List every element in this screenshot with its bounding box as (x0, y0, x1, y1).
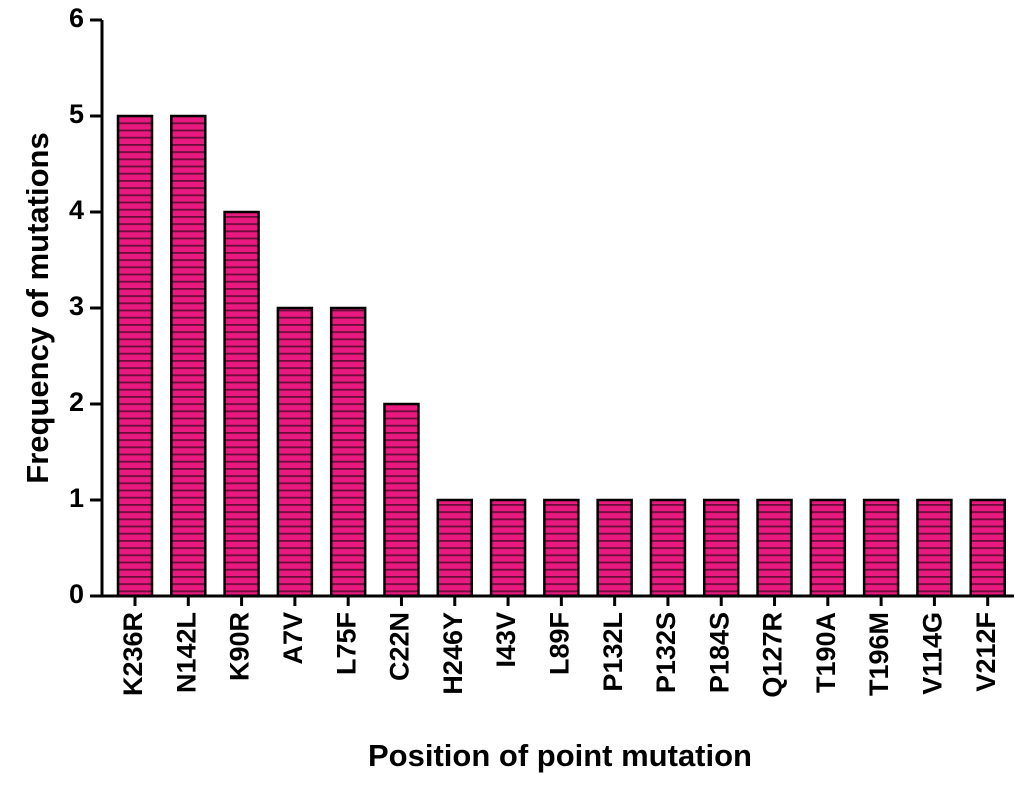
plot-area: 0 1 2 3 4 5 6 K236R N142L K90R A7V L75F C22N H246Y I43… (69, 3, 1014, 698)
x-tick-label: T196M (864, 612, 894, 696)
y-tick-label: 2 (69, 387, 84, 417)
bar (596, 498, 633, 598)
bar (702, 498, 740, 598)
x-tick-label: K236R (118, 612, 148, 696)
bar (276, 306, 314, 598)
y-tick-label: 4 (69, 195, 84, 225)
x-axis-title: Position of point mutation (368, 738, 752, 773)
x-tick-label: H246Y (438, 612, 468, 695)
bar (116, 114, 154, 598)
x-tick-label: V114G (918, 612, 948, 695)
bar (756, 498, 793, 598)
x-tick-label: L89F (544, 612, 574, 675)
bar (543, 498, 580, 598)
x-tick-label: I43V (491, 612, 521, 668)
bar (170, 114, 207, 598)
bar (862, 498, 900, 598)
bar (489, 498, 527, 598)
x-tick-label: P132L (598, 612, 628, 692)
y-tick-label: 1 (69, 483, 84, 513)
x-tick-label: T190A (811, 612, 841, 693)
bar (649, 498, 687, 598)
bar (383, 402, 420, 598)
bar (329, 306, 367, 598)
y-axis-title: Frequency of mutations (20, 132, 55, 483)
bar (223, 210, 260, 598)
bar (969, 498, 1006, 598)
y-tick-label: 3 (69, 291, 84, 321)
bar (916, 498, 953, 598)
y-tick-label: 0 (69, 579, 84, 609)
x-tick-label: V212F (971, 612, 1001, 692)
x-tick-label: N142L (171, 612, 201, 693)
bar (809, 498, 847, 598)
y-tick-label: 5 (69, 99, 84, 129)
x-tick-label: L75F (331, 612, 361, 675)
x-tick-label: A7V (278, 612, 308, 665)
y-tick-label: 6 (69, 3, 84, 33)
x-tick-label: K90R (225, 612, 255, 681)
bar (436, 498, 474, 598)
x-tick-label: C22N (385, 612, 415, 681)
x-tick-label: Q127R (758, 612, 788, 698)
x-tick-label: P132S (651, 612, 681, 693)
x-tick-label: P184S (704, 612, 734, 693)
